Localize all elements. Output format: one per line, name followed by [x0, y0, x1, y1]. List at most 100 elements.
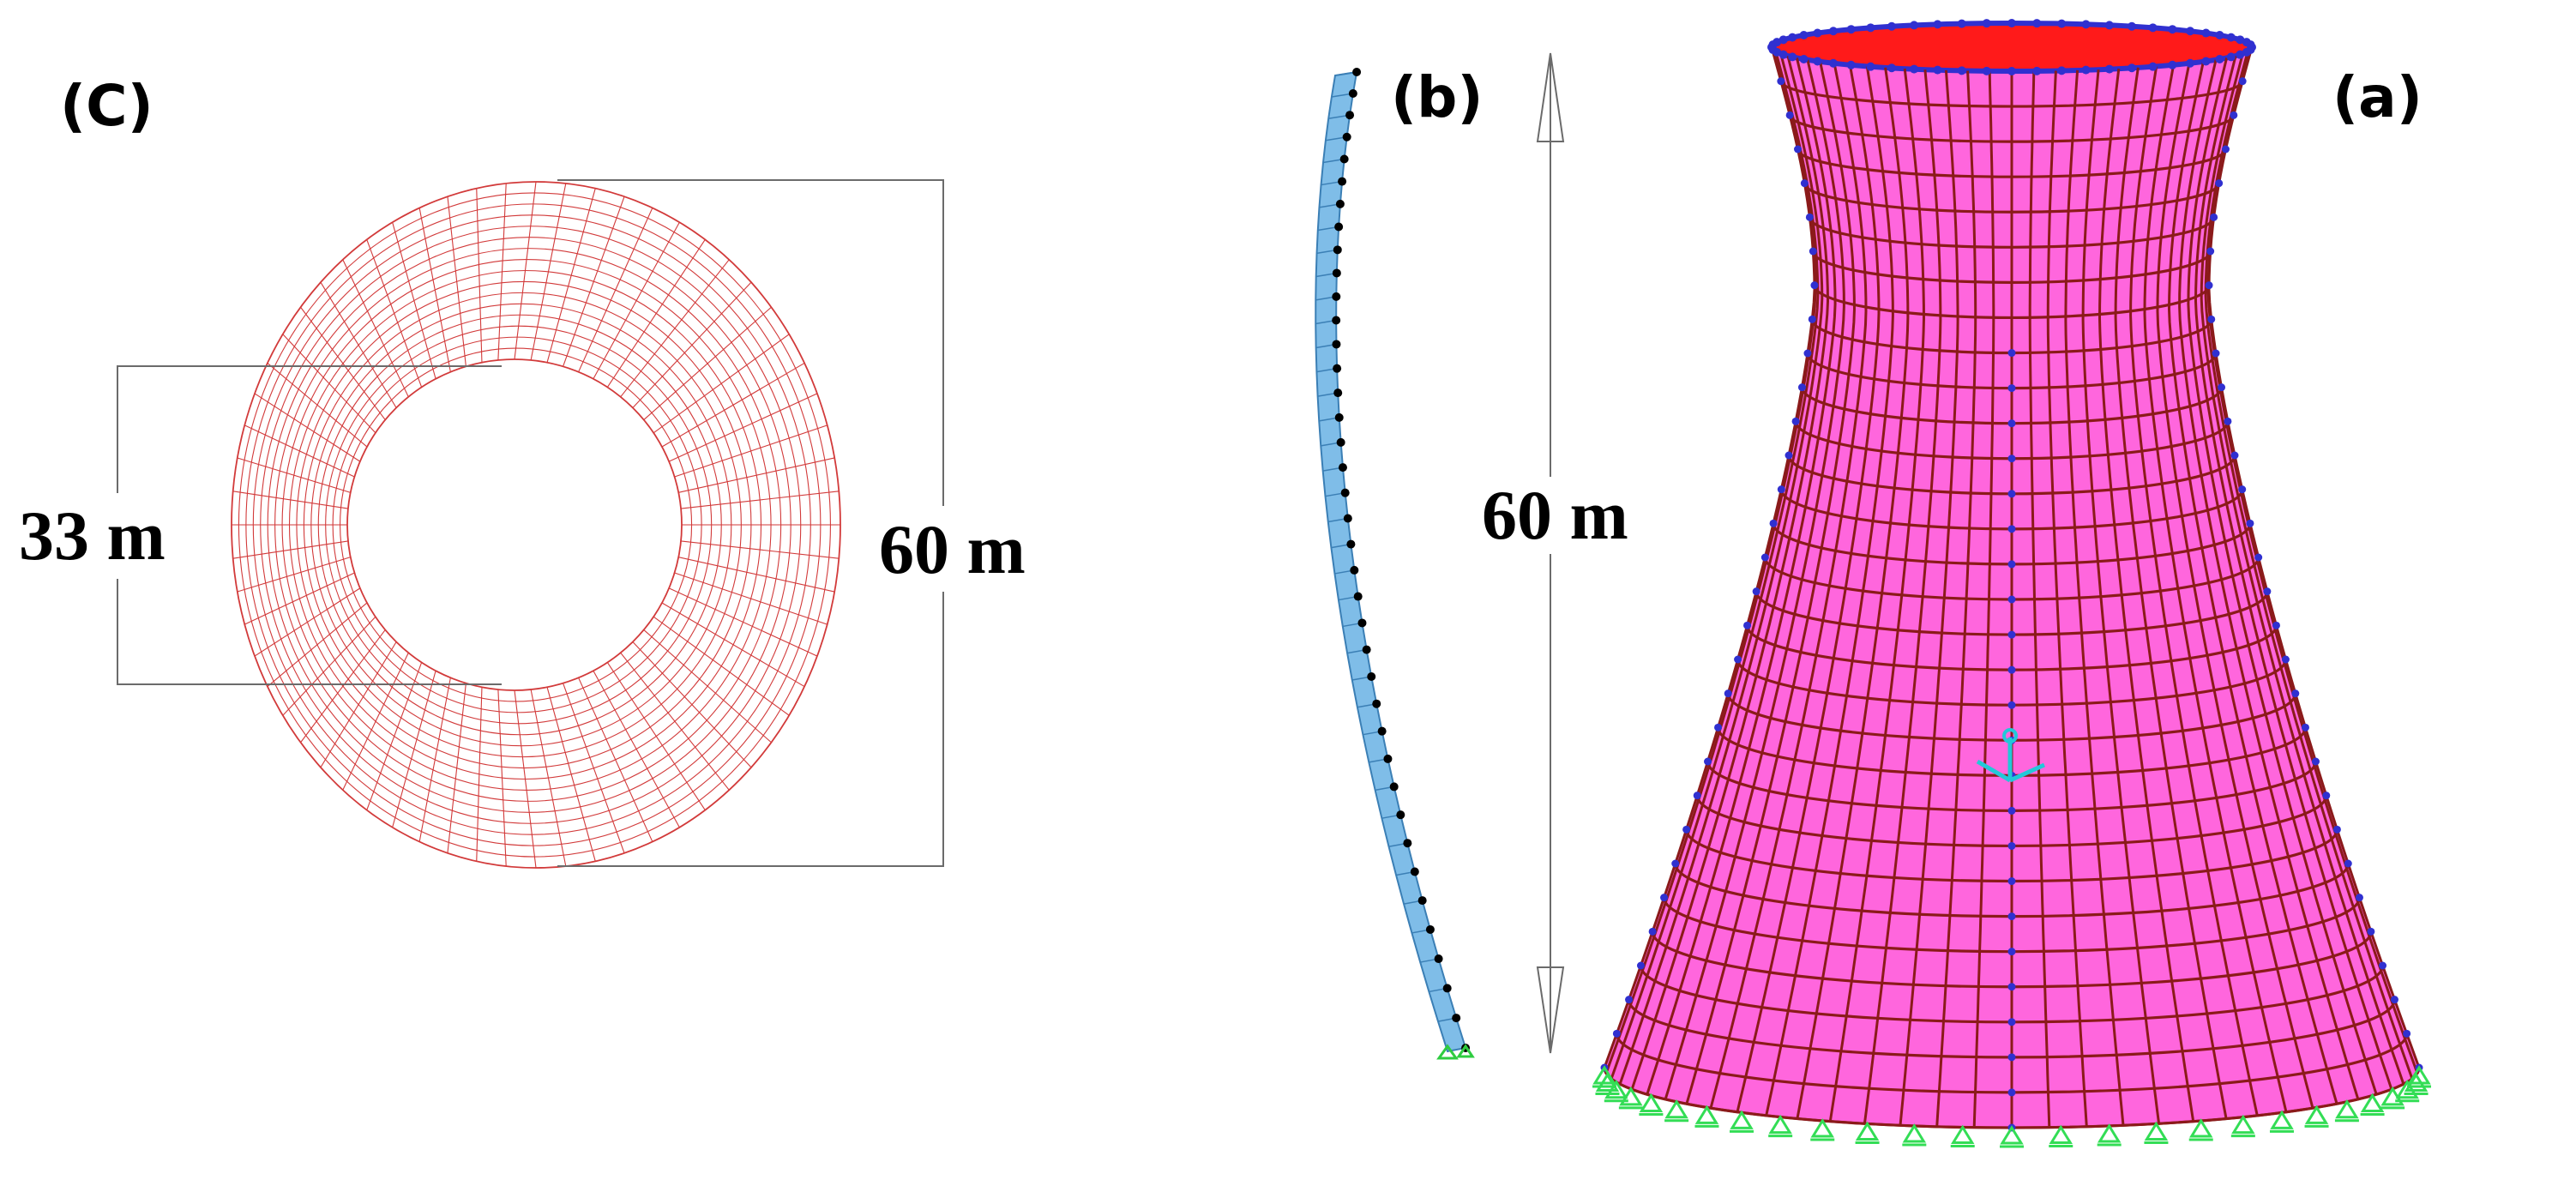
strip-node [1343, 514, 1352, 523]
rim-node [2186, 27, 2195, 36]
rim-node [1828, 58, 1838, 68]
edge-node [2322, 792, 2331, 800]
edge-node [2403, 1029, 2411, 1038]
strip-node [1332, 316, 1341, 325]
edge-node [1671, 859, 1680, 868]
strip-node [1389, 782, 1399, 792]
tower-meridian [2178, 59, 2360, 1100]
support-marker [1730, 1110, 1754, 1133]
mesh-spoke [342, 652, 409, 791]
edge-node [2205, 281, 2213, 290]
edge-node [2215, 179, 2224, 188]
center-node [2007, 349, 2016, 358]
center-node [2007, 983, 2016, 991]
mesh-spoke [606, 662, 706, 810]
strip-node [1367, 672, 1376, 682]
strip-node [1332, 340, 1341, 349]
rim-node [2168, 25, 2177, 34]
support-marker [1950, 1124, 1975, 1147]
edge-node [1808, 315, 1816, 323]
tower-meridian [1796, 67, 1910, 1119]
mesh-spoke [661, 602, 805, 688]
annulus-mesh [231, 181, 841, 869]
strip-node [1346, 539, 1356, 549]
mesh-spoke [593, 221, 680, 380]
mesh-spoke [366, 239, 423, 388]
tower-meridian [2114, 67, 2228, 1119]
rim-node [1866, 23, 1875, 33]
tower-meridian [1899, 69, 1959, 1126]
strip-node [1410, 867, 1419, 876]
strip-node [1333, 364, 1342, 373]
panel-a-tower-3d: (a) [1592, 19, 2431, 1148]
tower-meridian [2046, 70, 2088, 1127]
rim-node [2128, 21, 2136, 31]
edge-node [1760, 553, 1769, 562]
center-node [2007, 841, 2016, 850]
tower-meridian [1709, 63, 1868, 1109]
support-marker [2049, 1124, 2073, 1147]
rim-node [2226, 52, 2236, 62]
mesh-spoke [497, 689, 507, 867]
edge-node [1693, 792, 1701, 800]
axis-tip [2002, 728, 2018, 743]
mesh-spoke [237, 457, 351, 493]
rim-node [1846, 60, 1856, 69]
rim-node [2032, 19, 2042, 28]
rim-node [2032, 66, 2042, 75]
tower-meridian [2028, 70, 2051, 1128]
local-axis-icon [1976, 728, 2046, 783]
rim-node [2148, 62, 2158, 71]
mesh-spoke [681, 491, 840, 509]
support-marker [2269, 1110, 2294, 1133]
center-node [2007, 877, 2016, 886]
tower-meridian [1828, 68, 1926, 1122]
meridian-strip [1315, 68, 1475, 1060]
tower-meridian [1685, 61, 1857, 1105]
support-marker [1694, 1105, 1719, 1128]
mesh-spoke [620, 652, 730, 791]
edge-node [2301, 723, 2309, 731]
mesh-spoke [674, 424, 828, 478]
support-marker [2097, 1123, 2122, 1147]
strip-node [1340, 488, 1350, 497]
outer-diameter-label: 60 m [879, 510, 1026, 588]
edge-node [2210, 213, 2218, 221]
edge-node [2272, 621, 2280, 629]
rim-node [1910, 21, 1919, 30]
axis-x [2008, 762, 2046, 783]
rim-node [1799, 55, 1809, 63]
support-marker [1595, 1072, 1620, 1095]
mesh-spoke [653, 334, 790, 434]
center-node [2007, 701, 2016, 709]
mesh-spoke [282, 334, 376, 434]
tower-meridian [2064, 69, 2125, 1126]
mesh-spoke [593, 670, 680, 828]
center-node [2007, 595, 2016, 604]
center-node [2007, 1018, 2016, 1026]
mesh-spoke [606, 239, 706, 388]
edge-node [1803, 349, 1812, 358]
tower-meridian [2129, 66, 2259, 1117]
strip-node [1452, 1014, 1461, 1023]
strip-node [1372, 699, 1381, 708]
edge-node [2355, 894, 2363, 902]
strip-node [1352, 68, 1362, 76]
mesh-spoke [668, 393, 818, 462]
edge-node [2238, 77, 2247, 86]
rim-node [2148, 23, 2158, 33]
mesh-spoke [447, 196, 466, 367]
center-node [2007, 384, 2016, 393]
rim-node [1779, 35, 1788, 45]
support-marker [1639, 1093, 1664, 1117]
mesh-spoke [267, 363, 368, 448]
mesh-spoke [300, 306, 386, 420]
mesh-spoke [546, 687, 596, 862]
tower-meridian [1863, 69, 1942, 1124]
rim-node [2215, 31, 2224, 39]
tower-meridian [2156, 63, 2314, 1109]
strip-node [1332, 268, 1341, 278]
edge-node [2246, 519, 2254, 527]
mesh-spoke [476, 687, 483, 862]
